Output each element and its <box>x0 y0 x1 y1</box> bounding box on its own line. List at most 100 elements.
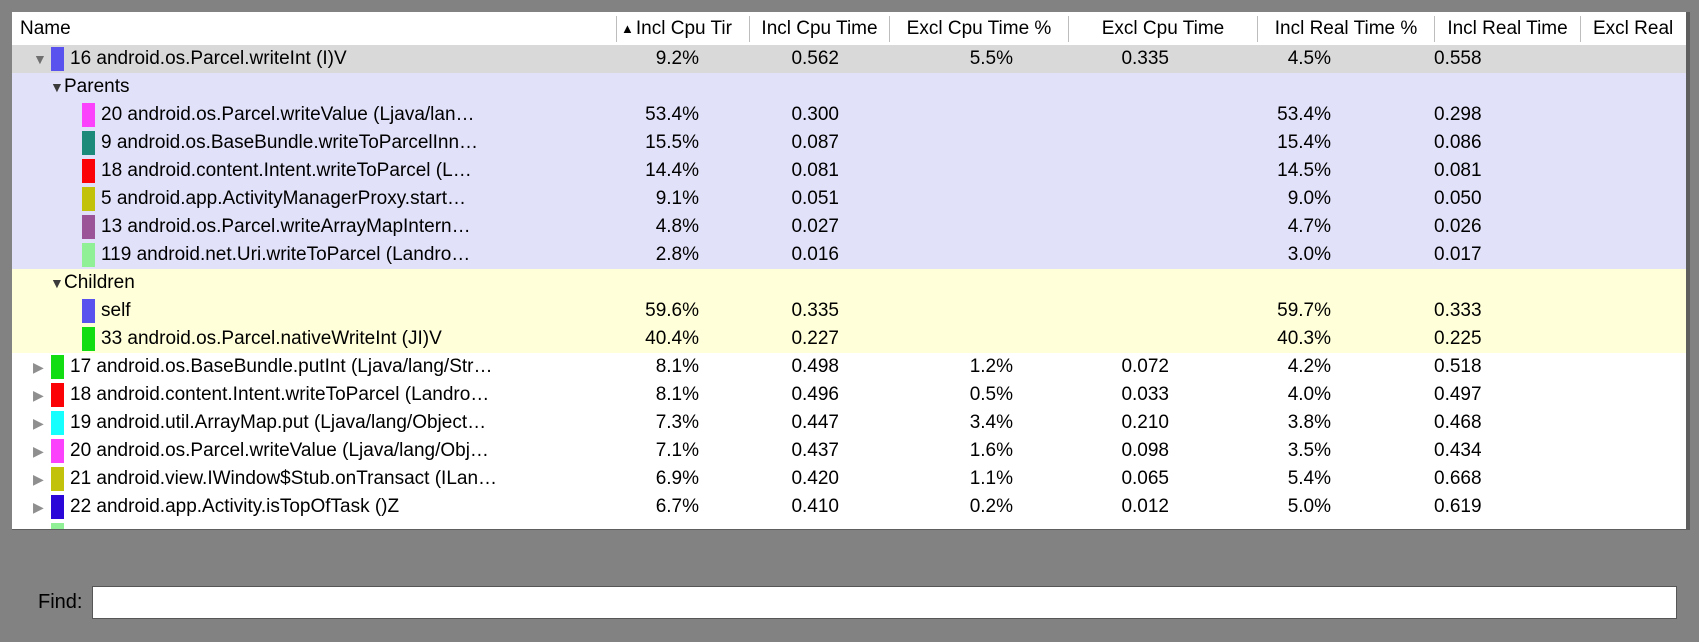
column-header-incl-real-time-pct[interactable]: Incl Real Time % <box>1257 15 1434 42</box>
tree-row[interactable]: ▶ 19 android.util.ArrayMap.put (Ljava/lan… <box>12 409 1686 437</box>
collapse-icon[interactable]: ▼ <box>33 51 47 67</box>
excl-cpu-time-pct-cell <box>889 241 1068 269</box>
expand-icon[interactable]: ▶ <box>33 415 44 431</box>
incl-cpu-time-cell: 0.051 <box>791 188 839 209</box>
excl-real-time-pct-cell <box>1580 381 1686 409</box>
tree-row[interactable]: ▼ 16 android.os.Parcel.writeInt (I)V 9.2% 0… <box>12 45 1686 73</box>
excl-real-time-pct-cell <box>1580 325 1686 353</box>
method-name: 21 android.view.IWindow$Stub.onTransact … <box>70 468 498 489</box>
incl-real-time-pct-cell: 5.0% <box>1287 496 1331 517</box>
collapse-icon[interactable]: ▼ <box>50 275 64 291</box>
tree-row[interactable]: 13 android.os.Parcel.writeArrayMapIntern… <box>12 213 1686 241</box>
incl-real-time-cell: 0.558 <box>1434 48 1482 69</box>
incl-cpu-time-cell: 0.496 <box>791 384 839 405</box>
incl-cpu-time-cell: 0.087 <box>791 132 839 153</box>
incl-real-time-cell: 0.225 <box>1434 328 1482 349</box>
tree-row[interactable]: ▶ 17 android.os.BaseBundle.putInt (Ljava/… <box>12 353 1686 381</box>
method-color-chip <box>51 523 64 529</box>
tree-row[interactable]: 5 android.app.ActivityManagerProxy.start… <box>12 185 1686 213</box>
column-header-excl-cpu-time[interactable]: Excl Cpu Time <box>1068 15 1257 42</box>
incl-cpu-time-pct-cell: 14.4% <box>645 160 699 181</box>
excl-cpu-time-cell <box>1068 241 1257 269</box>
excl-cpu-time-pct-cell <box>889 269 1068 297</box>
incl-real-time-pct-cell: 53.4% <box>1277 104 1331 125</box>
incl-cpu-time-cell: 0.447 <box>791 412 839 433</box>
profile-table: Name ▲ Incl Cpu Tir Incl Cpu Time Excl Cp… <box>12 12 1690 530</box>
section-label: Parents <box>64 76 130 97</box>
table-header-row: Name ▲ Incl Cpu Tir Incl Cpu Time Excl Cp… <box>12 12 1686 45</box>
find-input[interactable] <box>92 586 1677 619</box>
tree-row[interactable]: 9 android.os.BaseBundle.writeToParcelInn… <box>12 129 1686 157</box>
incl-cpu-time-cell: 0.016 <box>791 244 839 265</box>
incl-real-time-pct-cell: 9.0% <box>1287 188 1331 209</box>
method-name: 18 android.content.Intent.writeToParcel … <box>101 160 472 181</box>
method-color-chip <box>51 467 64 491</box>
excl-real-time-pct-cell <box>1580 241 1686 269</box>
incl-cpu-time-cell: 0.498 <box>791 356 839 377</box>
collapse-icon[interactable]: ▼ <box>50 79 64 95</box>
excl-real-time-pct-cell <box>1580 269 1686 297</box>
column-header-excl-real-time-pct[interactable]: Excl Real <box>1580 15 1686 42</box>
incl-real-time-pct-cell: 4.5% <box>1287 48 1331 69</box>
incl-cpu-time-pct-cell <box>616 521 749 529</box>
excl-cpu-time-pct-cell <box>889 129 1068 157</box>
column-header-name[interactable]: Name <box>20 17 71 39</box>
section-row-parents[interactable]: ▼ Parents <box>12 73 1686 101</box>
incl-cpu-time-pct-cell: 8.1% <box>655 384 699 405</box>
tree-row[interactable]: 20 android.os.Parcel.writeValue (Ljava/l… <box>12 101 1686 129</box>
excl-cpu-time-pct-cell <box>889 101 1068 129</box>
incl-real-time-pct-cell: 14.5% <box>1277 160 1331 181</box>
excl-cpu-time-cell <box>1068 157 1257 185</box>
incl-cpu-time-cell: 0.300 <box>791 104 839 125</box>
incl-real-time-cell: 0.298 <box>1434 104 1482 125</box>
column-header-excl-cpu-time-pct[interactable]: Excl Cpu Time % <box>889 15 1068 42</box>
incl-real-time-pct-cell: 15.4% <box>1277 132 1331 153</box>
method-name: 22 android.app.Activity.isTopOfTask ()Z <box>70 496 400 517</box>
expand-icon[interactable]: ▶ <box>33 359 44 375</box>
excl-cpu-time-cell <box>1068 325 1257 353</box>
tree-row[interactable]: ▶ 18 android.content.Intent.writeToParcel… <box>12 381 1686 409</box>
excl-cpu-time-cell: 0.033 <box>1121 384 1169 405</box>
excl-cpu-time-cell <box>1068 297 1257 325</box>
excl-cpu-time-pct-cell: 1.1% <box>969 468 1013 489</box>
incl-cpu-time-pct-cell: 8.1% <box>655 356 699 377</box>
excl-cpu-time-cell: 0.210 <box>1121 412 1169 433</box>
excl-real-time-pct-cell <box>1580 101 1686 129</box>
tree-row[interactable] <box>12 521 1686 529</box>
find-label: Find: <box>38 591 83 613</box>
method-name: 9 android.os.BaseBundle.writeToParcelInn… <box>101 132 479 153</box>
expand-icon[interactable]: ▶ <box>33 443 44 459</box>
method-color-chip <box>82 103 95 127</box>
column-header-incl-cpu-time[interactable]: Incl Cpu Time <box>749 15 889 42</box>
incl-cpu-time-pct-cell: 4.8% <box>655 216 699 237</box>
excl-cpu-time-pct-cell: 0.2% <box>969 496 1013 517</box>
tree-row[interactable]: 18 android.content.Intent.writeToParcel … <box>12 157 1686 185</box>
spacer <box>33 521 51 529</box>
tree-row[interactable]: self 59.6% 0.335 59.7% 0.333 <box>12 297 1686 325</box>
expand-icon[interactable]: ▶ <box>33 499 44 515</box>
tree-row[interactable]: 119 android.net.Uri.writeToParcel (Landr… <box>12 241 1686 269</box>
tree-row[interactable]: ▶ 21 android.view.IWindow$Stub.onTransact… <box>12 465 1686 493</box>
expand-icon[interactable]: ▶ <box>33 387 44 403</box>
excl-real-time-pct-cell <box>1580 129 1686 157</box>
method-color-chip <box>82 299 95 323</box>
method-color-chip <box>51 383 64 407</box>
column-header-incl-cpu-time-pct[interactable]: ▲ Incl Cpu Tir <box>616 15 749 42</box>
incl-real-time-cell <box>1434 73 1580 101</box>
incl-real-time-cell: 0.081 <box>1434 160 1482 181</box>
incl-real-time-cell: 0.026 <box>1434 216 1482 237</box>
tree-row[interactable]: ▶ 22 android.app.Activity.isTopOfTask ()Z… <box>12 493 1686 521</box>
excl-cpu-time-pct-cell <box>889 185 1068 213</box>
incl-real-time-pct-cell: 4.0% <box>1287 384 1331 405</box>
incl-cpu-time-pct-cell: 53.4% <box>645 104 699 125</box>
tree-row[interactable]: ▶ 20 android.os.Parcel.writeValue (Ljava/… <box>12 437 1686 465</box>
incl-real-time-pct-cell: 5.4% <box>1287 468 1331 489</box>
tree-row[interactable]: 33 android.os.Parcel.nativeWriteInt (JI)… <box>12 325 1686 353</box>
expand-icon[interactable]: ▶ <box>33 471 44 487</box>
excl-cpu-time-cell <box>1068 73 1257 101</box>
section-row-children[interactable]: ▼ Children <box>12 269 1686 297</box>
method-color-chip <box>82 215 95 239</box>
incl-cpu-time-pct-cell: 7.3% <box>655 412 699 433</box>
column-header-incl-real-time[interactable]: Incl Real Time <box>1434 15 1580 42</box>
incl-cpu-time-cell: 0.335 <box>791 300 839 321</box>
